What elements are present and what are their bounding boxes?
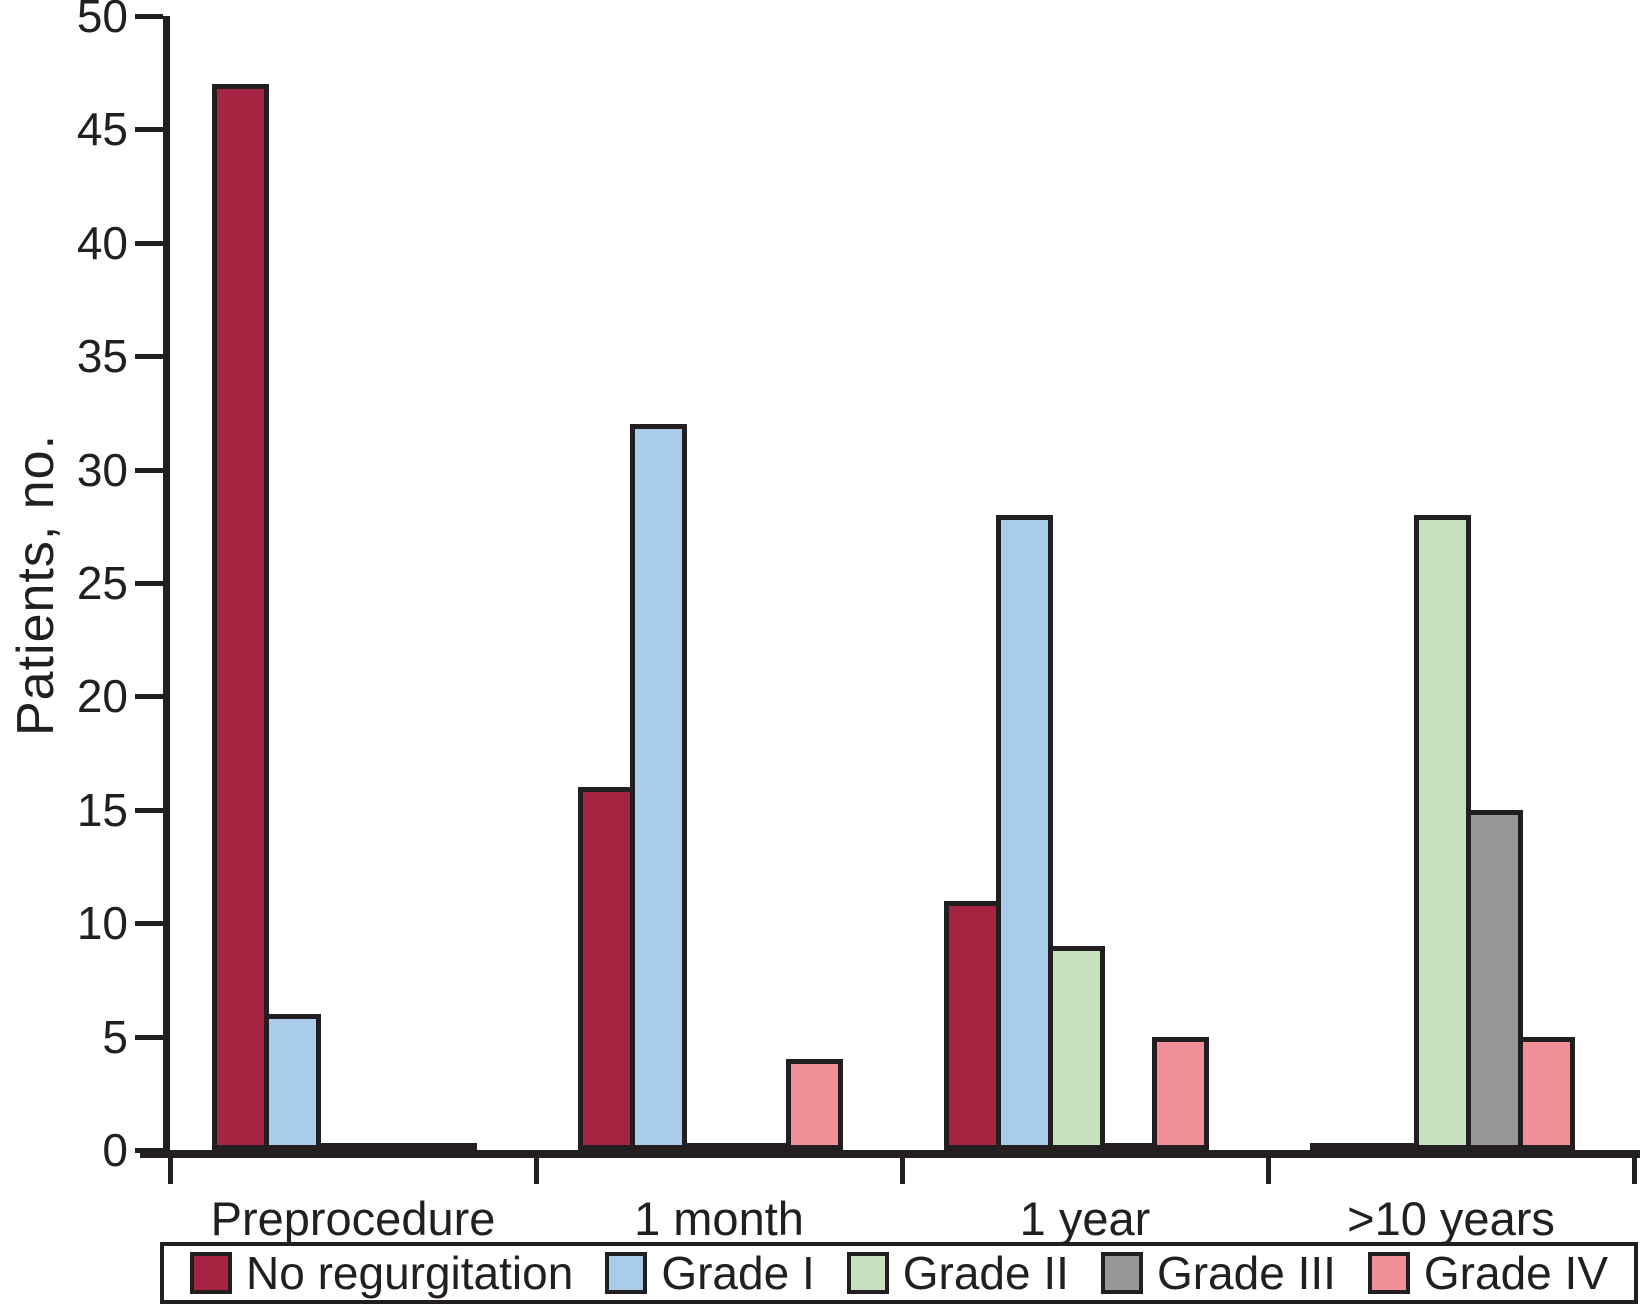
zero-bar-grade-ii [316, 1143, 373, 1150]
y-axis-tick-label: 15 [76, 783, 128, 836]
y-axis-tick [135, 581, 163, 586]
x-axis-tick [1266, 1158, 1271, 1184]
x-category-label: 1 year [1019, 1192, 1151, 1245]
bar-grade-iv [1518, 1037, 1575, 1150]
y-axis-tick [135, 14, 163, 19]
legend-label: Grade II [902, 1247, 1069, 1299]
legend-swatch-no-regurgitation [190, 1252, 232, 1294]
legend-item: Grade II [846, 1247, 1069, 1299]
y-axis-tick-label: 35 [76, 330, 128, 383]
legend-item: Grade III [1100, 1247, 1336, 1299]
y-axis-tick [135, 467, 163, 473]
bar-grade-iii [1466, 810, 1523, 1150]
bar-grade-ii [1048, 946, 1105, 1150]
y-axis-tick-label: 50 [76, 0, 128, 42]
zero-bar-grade-iii [368, 1143, 425, 1150]
zero-bar-no-regurgitation [1310, 1143, 1367, 1150]
y-axis-tick-label: 45 [76, 103, 128, 156]
y-axis-tick [135, 807, 163, 813]
zero-bar-grade-iii [734, 1143, 791, 1150]
bar-grade-iv [786, 1059, 843, 1150]
legend-label: Grade IV [1423, 1247, 1608, 1299]
legend-item: No regurgitation [190, 1250, 573, 1296]
y-axis-tick-label: 40 [76, 216, 128, 269]
bar-no-regurgitation [944, 901, 1001, 1150]
zero-bar-grade-ii [682, 1143, 739, 1150]
x-axis-line [140, 1150, 1640, 1158]
y-axis-tick-label: 5 [102, 1010, 128, 1063]
y-axis-line [163, 16, 170, 1158]
bar-grade-iv [1152, 1037, 1209, 1150]
x-category-label: 1 month [634, 1192, 804, 1245]
y-axis-tick [135, 240, 163, 246]
bar-no-regurgitation [578, 787, 635, 1150]
legend-label: Grade III [1156, 1247, 1336, 1299]
legend-label: Grade I [661, 1247, 815, 1299]
x-category-label: Preprocedure [210, 1192, 496, 1245]
y-axis-tick-label: 20 [76, 670, 128, 723]
legend-swatch-grade-ii [846, 1252, 889, 1294]
x-axis-tick [1632, 1158, 1637, 1184]
legend-label: No regurgitation [246, 1247, 574, 1299]
x-category-label: >10 years [1347, 1192, 1555, 1245]
bar-grade-i [996, 515, 1053, 1150]
bar-grade-i [264, 1014, 321, 1150]
y-axis-tick-label: 30 [76, 443, 128, 496]
legend-swatch-grade-iv [1367, 1252, 1410, 1294]
bar-grade-i [630, 424, 687, 1150]
legend-item: Grade I [605, 1247, 815, 1299]
legend-item: Grade IV [1367, 1247, 1608, 1299]
x-axis-tick [168, 1158, 173, 1184]
bar-grade-ii [1414, 515, 1471, 1150]
y-axis-tick [135, 354, 163, 360]
x-axis-tick [534, 1158, 539, 1184]
zero-bar-grade-iii [1100, 1143, 1157, 1150]
x-axis-tick [900, 1158, 905, 1184]
y-axis-tick-label: 10 [76, 897, 128, 950]
y-axis-tick [135, 921, 163, 927]
y-axis-tick [135, 694, 163, 700]
zero-bar-grade-i [1362, 1143, 1419, 1150]
y-axis-tick-label: 0 [102, 1124, 128, 1176]
legend-swatch-grade-iii [1100, 1252, 1143, 1294]
y-axis-tick-label: 25 [76, 557, 128, 609]
legend-box: No regurgitation Grade I Grade II Grade III… [160, 1242, 1638, 1304]
bar-no-regurgitation [212, 84, 269, 1150]
y-axis-tick [135, 127, 163, 133]
y-axis-tick [135, 1034, 163, 1040]
zero-bar-grade-iv [420, 1143, 477, 1150]
y-axis-tick [135, 1148, 163, 1153]
legend-swatch-grade-i [605, 1252, 648, 1294]
